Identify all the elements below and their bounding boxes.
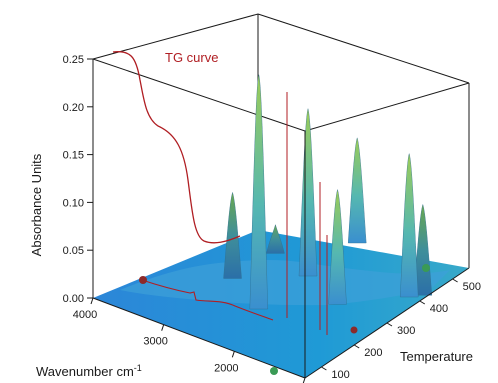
tg-curve-annotation: TG curve [165, 50, 218, 65]
x-axis-label: Wavenumber cm-1 [36, 363, 142, 379]
y-axis: 100 200 300 400 500 [321, 278, 481, 381]
surface-marker-right [422, 264, 430, 272]
y-axis-tick [321, 366, 327, 371]
z-axis-label: Absorbance Units [29, 153, 44, 256]
z-axis-tick-label: 0.05 [63, 245, 84, 257]
y-axis-tick-label: 200 [364, 347, 382, 359]
surface-peak [328, 188, 347, 305]
z-axis-tick-label: 0.10 [63, 197, 84, 209]
z-axis-tick-label: 0.00 [63, 293, 84, 305]
surface-peak [347, 137, 367, 244]
x-axis-tick [90, 297, 94, 305]
y-axis-tick-label: 400 [430, 303, 448, 315]
y-axis-tick-label: 300 [397, 325, 415, 337]
x-axis-tick-label: 3000 [143, 336, 167, 348]
surface-marker-mid [350, 326, 358, 334]
x-axis-tick [161, 324, 165, 331]
surface-peak [266, 224, 285, 254]
tg-curve-floor-trace [141, 279, 274, 321]
z-axis-tick-label: 0.15 [63, 150, 84, 162]
z-axis-tick-label: 0.20 [63, 102, 84, 114]
y-axis-tick [353, 344, 360, 349]
x-axis-tick-label: 4000 [73, 309, 97, 321]
z-axis-tick-label: 0.25 [63, 54, 84, 66]
surface-peak [249, 74, 269, 310]
surface-peak [399, 152, 419, 298]
y-axis-tick-label: 500 [463, 281, 481, 293]
x-axis-tick-label: 2000 [214, 362, 238, 374]
y-axis-tick [419, 300, 426, 305]
surface-marker-front [270, 367, 278, 375]
y-axis-tick-label: 100 [331, 369, 349, 381]
tg-curve [112, 50, 241, 244]
y-axis-label: Temperature [400, 349, 473, 364]
surface-peak [223, 191, 242, 279]
y-axis-tick [452, 278, 458, 283]
y-axis-tick [386, 322, 393, 327]
surface-ripple [120, 260, 450, 306]
x-axis-tick [302, 377, 306, 383]
x-axis: 4000300020001000 [73, 297, 306, 383]
surface-marker-left [139, 276, 147, 284]
surface-peak [298, 107, 318, 277]
x-axis-tick [231, 351, 235, 358]
z-axis: 0.00 0.05 0.10 0.15 0.20 0.25 [63, 54, 93, 305]
